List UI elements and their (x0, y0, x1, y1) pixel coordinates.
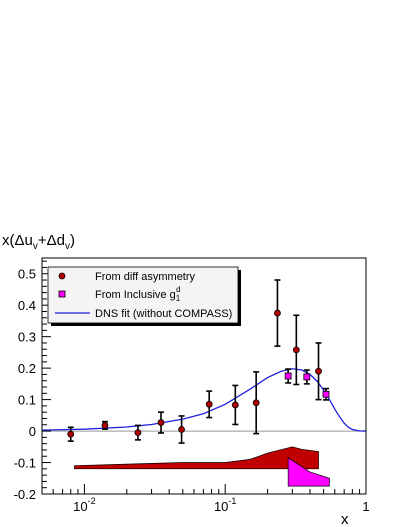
data-point-diff (67, 430, 75, 438)
data-point-inclusive (303, 373, 311, 381)
data-point-diff (205, 400, 213, 408)
y-tick-label: 0.1 (18, 393, 36, 408)
data-point-inclusive (284, 372, 292, 380)
y-tick-label: 0.5 (18, 267, 36, 282)
legend-box (47, 266, 239, 324)
x-tick-label: 10-1 (214, 496, 236, 514)
legend-label-diff: From diff asymmetry (95, 271, 196, 283)
y-tick-label: 0.2 (18, 361, 36, 376)
error-band-0 (74, 446, 319, 470)
fit-curve (41, 368, 367, 432)
y-tick-label: 0 (29, 424, 36, 439)
y-tick-label: -0.1 (14, 456, 36, 471)
y-title-base: x(Δu (2, 232, 33, 249)
data-point-inclusive (322, 390, 330, 398)
y-title-mid: +Δd (38, 232, 65, 249)
x-tick-base: 1 (362, 499, 369, 514)
data-point-diff (157, 419, 165, 426)
y-axis-title: x(Δuv+Δdv) (2, 232, 75, 252)
points-layer (67, 279, 330, 444)
fit-layer (41, 368, 367, 432)
x-tick-base: 10 (214, 499, 228, 514)
data-point-diff (292, 346, 300, 354)
y-tick-label: 0.3 (18, 330, 36, 345)
plot-frame (41, 257, 367, 495)
y-title-end: ) (70, 232, 75, 249)
x-tick-label: 1 (362, 499, 369, 514)
x-tick-base: 10 (73, 499, 87, 514)
data-point-diff (315, 367, 322, 375)
x-tick-exponent: -2 (88, 496, 96, 506)
axes-layer: -0.2-0.100.10.20.30.40.510-2 10-1 1 (14, 260, 370, 514)
y-tick-label: 0.4 (18, 298, 36, 313)
legend: From diff asymmetry From Inclusive g1d D… (47, 266, 241, 326)
data-point-diff (134, 429, 142, 437)
error-band-1 (287, 457, 330, 487)
y-title-sub1: v (33, 241, 38, 252)
data-point-diff (101, 422, 109, 429)
legend-inclusive-text: From Inclusive g (95, 289, 176, 301)
legend-circle-marker (58, 272, 66, 280)
x-axis-title: x (341, 511, 349, 527)
legend-inclusive-sub: 1 (176, 294, 181, 303)
legend-label-inclusive: From Inclusive g1d (95, 285, 181, 303)
legend-square-marker (58, 290, 66, 298)
legend-label-fit: DNS fit (without COMPASS) (95, 308, 232, 320)
x-tick-exponent: -1 (228, 496, 236, 506)
y-title-sub2: v (65, 241, 70, 252)
y-tick-label: -0.2 (14, 487, 36, 502)
x-tick-label: 10-2 (73, 496, 95, 514)
data-point-diff (178, 426, 185, 433)
legend-inclusive-sup: d (176, 285, 180, 294)
data-point-diff (274, 309, 281, 317)
data-point-diff (231, 401, 239, 409)
data-point-diff (252, 399, 260, 407)
bands-layer (74, 446, 330, 487)
